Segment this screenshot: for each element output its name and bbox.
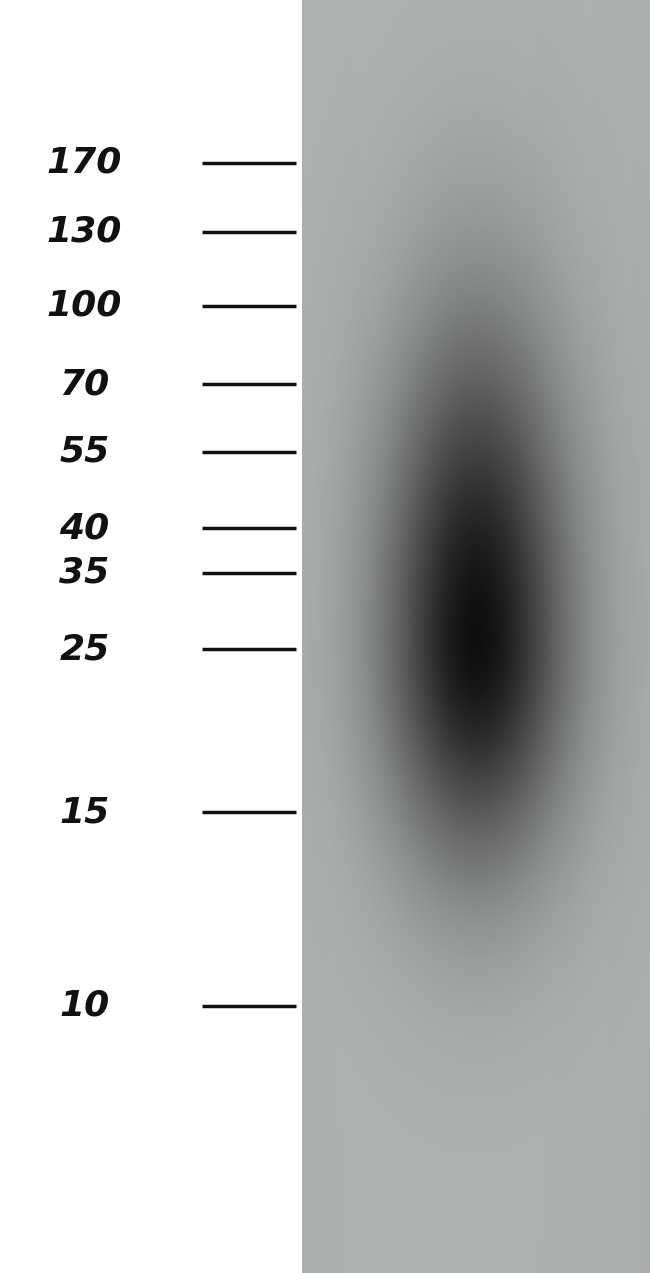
Text: 70: 70 [59,368,110,401]
Text: 170: 170 [47,146,122,179]
Text: 35: 35 [59,556,110,589]
Text: 55: 55 [59,435,110,468]
Text: 130: 130 [47,215,122,248]
Text: 25: 25 [59,633,110,666]
Text: 15: 15 [59,796,110,829]
Text: 100: 100 [47,289,122,322]
Text: 10: 10 [59,989,110,1022]
Text: 40: 40 [59,512,110,545]
Bar [0,0,302,1273]
